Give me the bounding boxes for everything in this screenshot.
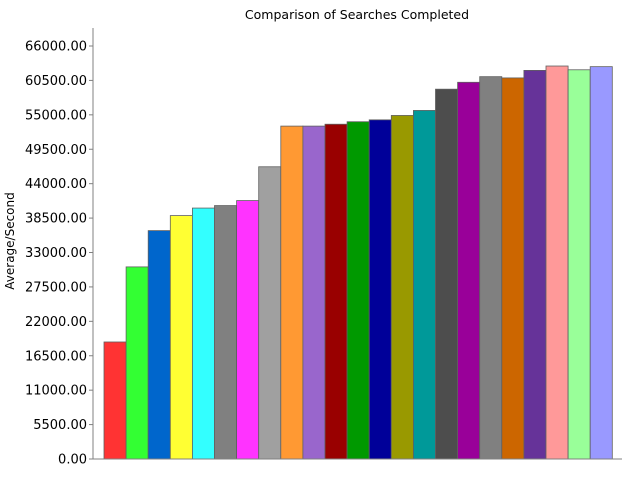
bar-8	[258, 166, 282, 460]
bar-7	[236, 200, 260, 460]
chart-title: Comparison of Searches Completed	[245, 7, 469, 22]
bar-17	[457, 81, 481, 460]
bars	[103, 65, 613, 460]
bar-4	[169, 215, 193, 460]
bar-9	[280, 125, 304, 460]
y-tick-label: 27500.00	[25, 280, 87, 295]
y-axis-label: Average/Second	[3, 192, 17, 289]
y-tick-label: 60500.00	[25, 74, 87, 89]
bar-15	[412, 110, 436, 460]
y-tick-label: 33000.00	[25, 246, 87, 261]
y-tick-label: 38500.00	[25, 212, 87, 227]
bar-21	[545, 65, 569, 460]
bar-14	[390, 115, 414, 460]
y-tick-label: 11000.00	[25, 384, 87, 399]
bar-11	[324, 123, 348, 460]
y-tick-label: 66000.00	[25, 40, 87, 55]
y-tick-label: 16500.00	[25, 349, 87, 364]
bar-6	[214, 205, 238, 460]
bar-5	[191, 207, 215, 460]
bar-13	[368, 119, 392, 460]
bar-22	[567, 69, 591, 460]
bar-20	[523, 70, 547, 460]
bar-18	[479, 76, 503, 460]
bar-3	[147, 230, 171, 460]
y-tick-label: 22000.00	[25, 315, 87, 330]
y-tick-label: 49500.00	[25, 143, 87, 158]
bar-1	[103, 341, 127, 460]
bar-12	[346, 121, 370, 460]
y-tick-label: 0.00	[58, 453, 87, 468]
bar-19	[501, 77, 525, 460]
y-tick-label: 55000.00	[25, 108, 87, 123]
bar-2	[125, 266, 149, 460]
y-axis-ticks: 0.00 5500.00 11000.00 16500.00 22000.00 27500…	[25, 40, 93, 468]
bar-16	[435, 88, 459, 460]
y-tick-label: 5500.00	[33, 418, 87, 433]
bar-10	[302, 125, 326, 460]
bar-23	[589, 66, 613, 460]
y-tick-label: 44000.00	[25, 177, 87, 192]
